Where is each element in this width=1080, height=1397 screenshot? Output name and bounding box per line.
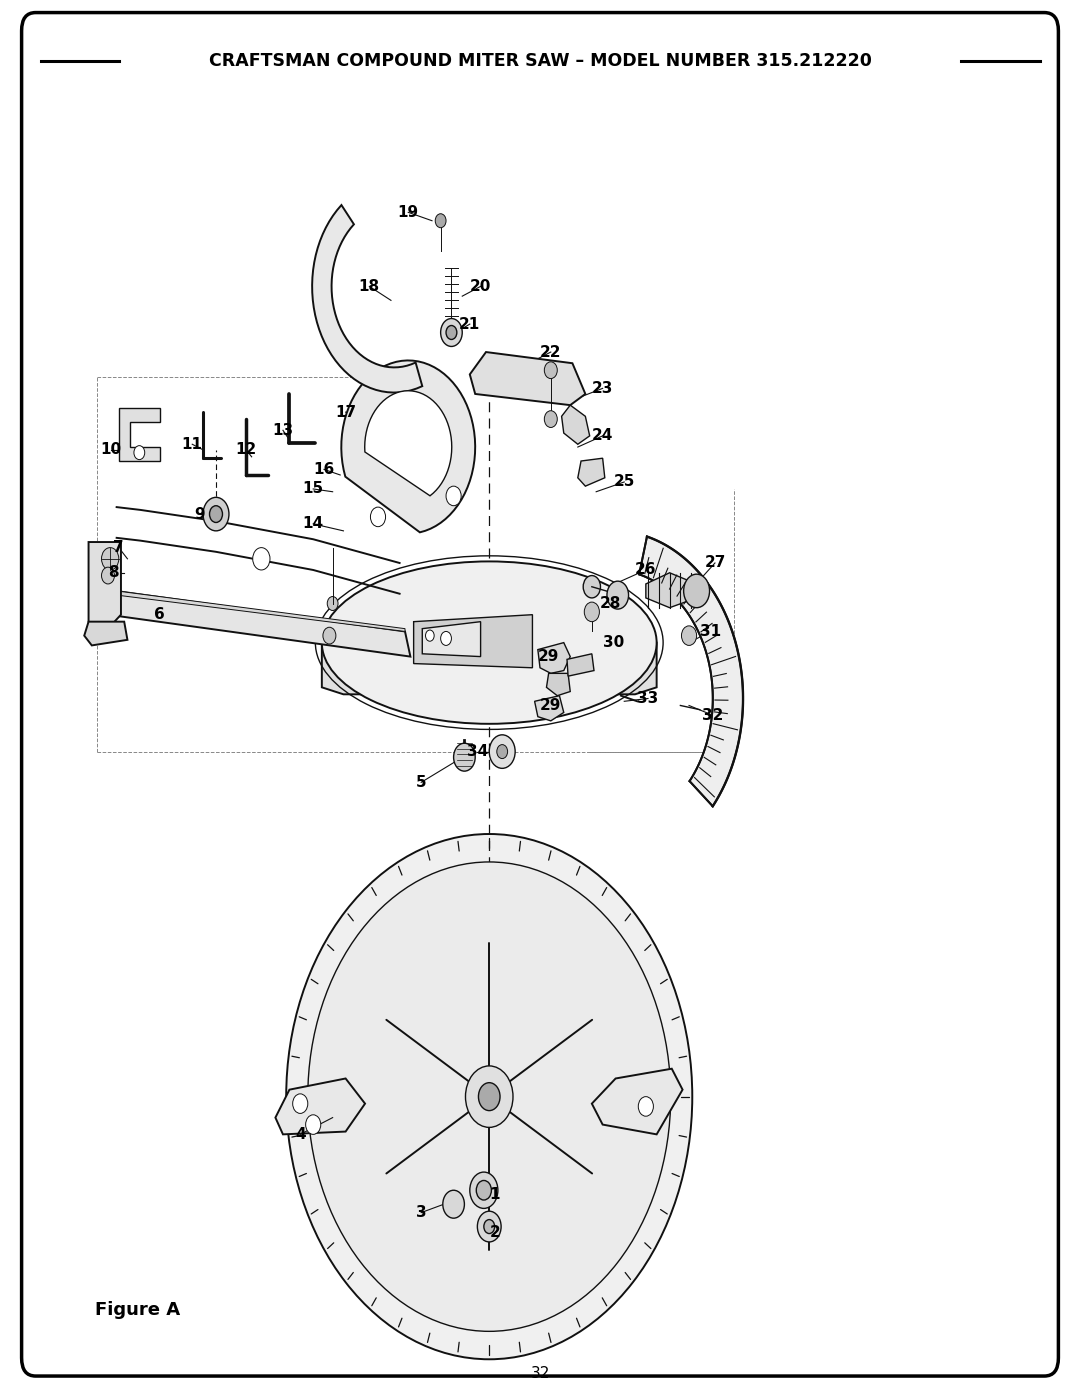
Polygon shape bbox=[646, 573, 697, 608]
Circle shape bbox=[684, 574, 710, 608]
Circle shape bbox=[443, 1190, 464, 1218]
Polygon shape bbox=[639, 536, 743, 806]
Polygon shape bbox=[119, 408, 160, 461]
Circle shape bbox=[484, 1220, 495, 1234]
Circle shape bbox=[323, 627, 336, 644]
Text: 19: 19 bbox=[397, 205, 419, 219]
Text: 13: 13 bbox=[272, 423, 294, 437]
Text: 7: 7 bbox=[113, 541, 124, 555]
Text: 4: 4 bbox=[295, 1127, 306, 1141]
Circle shape bbox=[497, 745, 508, 759]
Text: 27: 27 bbox=[704, 556, 726, 570]
Text: 8: 8 bbox=[108, 566, 119, 580]
Text: 34: 34 bbox=[467, 745, 488, 759]
Text: 31: 31 bbox=[700, 624, 721, 638]
Polygon shape bbox=[592, 1069, 683, 1134]
Polygon shape bbox=[546, 673, 570, 696]
Circle shape bbox=[102, 567, 114, 584]
Circle shape bbox=[454, 743, 475, 771]
Text: 21: 21 bbox=[459, 317, 481, 331]
Text: 24: 24 bbox=[592, 429, 613, 443]
Polygon shape bbox=[578, 458, 605, 486]
Polygon shape bbox=[84, 622, 127, 645]
Circle shape bbox=[681, 626, 697, 645]
Circle shape bbox=[253, 548, 270, 570]
Polygon shape bbox=[312, 205, 422, 393]
Text: Figure A: Figure A bbox=[95, 1302, 180, 1319]
Text: 14: 14 bbox=[302, 517, 324, 531]
Circle shape bbox=[203, 497, 229, 531]
Text: 23: 23 bbox=[592, 381, 613, 395]
Circle shape bbox=[544, 411, 557, 427]
Circle shape bbox=[446, 326, 457, 339]
Text: 33: 33 bbox=[637, 692, 659, 705]
Circle shape bbox=[306, 1115, 321, 1134]
Text: 17: 17 bbox=[335, 405, 356, 419]
Text: 12: 12 bbox=[235, 443, 257, 457]
Text: 5: 5 bbox=[416, 775, 427, 789]
Circle shape bbox=[470, 1172, 498, 1208]
Circle shape bbox=[327, 597, 338, 610]
Text: 15: 15 bbox=[302, 482, 324, 496]
Text: 10: 10 bbox=[100, 443, 122, 457]
Polygon shape bbox=[562, 405, 590, 444]
Text: 1: 1 bbox=[489, 1187, 500, 1201]
Polygon shape bbox=[365, 391, 451, 496]
Text: 32: 32 bbox=[530, 1366, 550, 1380]
Text: CRAFTSMAN COMPOUND MITER SAW – MODEL NUMBER 315.212220: CRAFTSMAN COMPOUND MITER SAW – MODEL NUM… bbox=[208, 53, 872, 70]
Polygon shape bbox=[322, 643, 657, 694]
Circle shape bbox=[435, 214, 446, 228]
FancyBboxPatch shape bbox=[22, 13, 1058, 1376]
Text: 20: 20 bbox=[470, 279, 491, 293]
Text: 3: 3 bbox=[416, 1206, 427, 1220]
Text: 30: 30 bbox=[603, 636, 624, 650]
Text: 2: 2 bbox=[489, 1225, 500, 1239]
Circle shape bbox=[583, 576, 600, 598]
Circle shape bbox=[489, 735, 515, 768]
Circle shape bbox=[476, 1180, 491, 1200]
Text: 9: 9 bbox=[194, 507, 205, 521]
Circle shape bbox=[370, 507, 386, 527]
Circle shape bbox=[465, 1066, 513, 1127]
Text: 26: 26 bbox=[635, 563, 657, 577]
Text: 22: 22 bbox=[540, 345, 562, 359]
Circle shape bbox=[584, 602, 599, 622]
Polygon shape bbox=[275, 1078, 365, 1134]
Polygon shape bbox=[538, 643, 570, 673]
Circle shape bbox=[638, 1097, 653, 1116]
Circle shape bbox=[426, 630, 434, 641]
Polygon shape bbox=[422, 622, 481, 657]
Text: 6: 6 bbox=[154, 608, 165, 622]
Circle shape bbox=[134, 446, 145, 460]
Circle shape bbox=[308, 862, 671, 1331]
Polygon shape bbox=[414, 615, 532, 668]
Polygon shape bbox=[535, 696, 564, 721]
Text: 25: 25 bbox=[613, 475, 635, 489]
Polygon shape bbox=[89, 542, 121, 629]
Polygon shape bbox=[106, 590, 405, 631]
Circle shape bbox=[210, 506, 222, 522]
Circle shape bbox=[293, 1094, 308, 1113]
Circle shape bbox=[286, 834, 692, 1359]
Circle shape bbox=[446, 486, 461, 506]
Text: 11: 11 bbox=[181, 437, 203, 451]
Ellipse shape bbox=[322, 562, 657, 724]
Circle shape bbox=[477, 1211, 501, 1242]
Polygon shape bbox=[341, 360, 475, 532]
Circle shape bbox=[544, 362, 557, 379]
Polygon shape bbox=[95, 590, 410, 657]
Polygon shape bbox=[470, 352, 585, 405]
Circle shape bbox=[607, 581, 629, 609]
Text: 28: 28 bbox=[599, 597, 621, 610]
Circle shape bbox=[478, 1083, 500, 1111]
Polygon shape bbox=[567, 654, 594, 676]
Text: 18: 18 bbox=[359, 279, 380, 293]
Circle shape bbox=[102, 548, 119, 570]
Text: 29: 29 bbox=[538, 650, 559, 664]
Text: 29: 29 bbox=[540, 698, 562, 712]
Circle shape bbox=[441, 631, 451, 645]
Text: 32: 32 bbox=[702, 708, 724, 722]
Text: 16: 16 bbox=[313, 462, 335, 476]
Circle shape bbox=[441, 319, 462, 346]
